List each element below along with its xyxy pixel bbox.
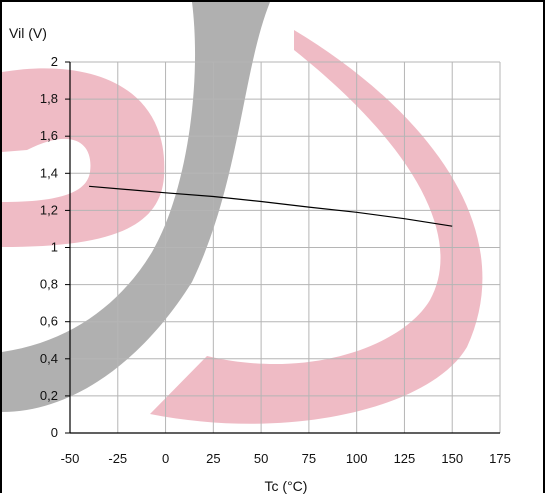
x-tick-label: -25 [108, 451, 127, 466]
axes [65, 61, 500, 434]
x-tick-label: 175 [489, 451, 511, 466]
y-tick-label: 1,2 [40, 202, 58, 217]
x-tick-label: -50 [61, 451, 80, 466]
x-tick-label: 50 [254, 451, 268, 466]
watermark-pink-crescent [150, 30, 483, 424]
x-tick-label: 25 [206, 451, 220, 466]
y-tick-label: 0 [51, 425, 58, 440]
y-tick-label: 0,6 [40, 314, 58, 329]
y-tick-labels: 0 0,2 0,4 0,6 0,8 1 1,2 1,4 1,6 1,8 2 [40, 54, 58, 440]
y-tick-label: 1,8 [40, 91, 58, 106]
y-axis-title: Vil (V) [9, 25, 47, 41]
watermark-logo [2, 2, 483, 424]
x-tick-labels: -50 -25 0 25 50 75 100 125 150 175 [61, 451, 511, 466]
series-line [89, 185, 453, 227]
series-layer [89, 185, 453, 227]
y-tick-label: 1 [51, 240, 58, 255]
x-tick-label: 75 [302, 451, 316, 466]
x-tick-label: 0 [162, 451, 169, 466]
y-tick-label: 2 [51, 54, 58, 69]
x-tick-label: 150 [441, 451, 463, 466]
x-tick-label: 100 [346, 451, 368, 466]
x-tick-label: 125 [394, 451, 416, 466]
watermark-gray-band [2, 2, 270, 412]
x-axis-title: Tc (°C) [265, 478, 308, 494]
y-tick-label: 0,2 [40, 388, 58, 403]
y-tick-label: 0,4 [40, 351, 58, 366]
watermark-pink-arc-left [2, 68, 165, 247]
y-tick-label: 0,8 [40, 277, 58, 292]
y-tick-label: 1,4 [40, 165, 58, 180]
y-tick-label: 1,6 [40, 128, 58, 143]
